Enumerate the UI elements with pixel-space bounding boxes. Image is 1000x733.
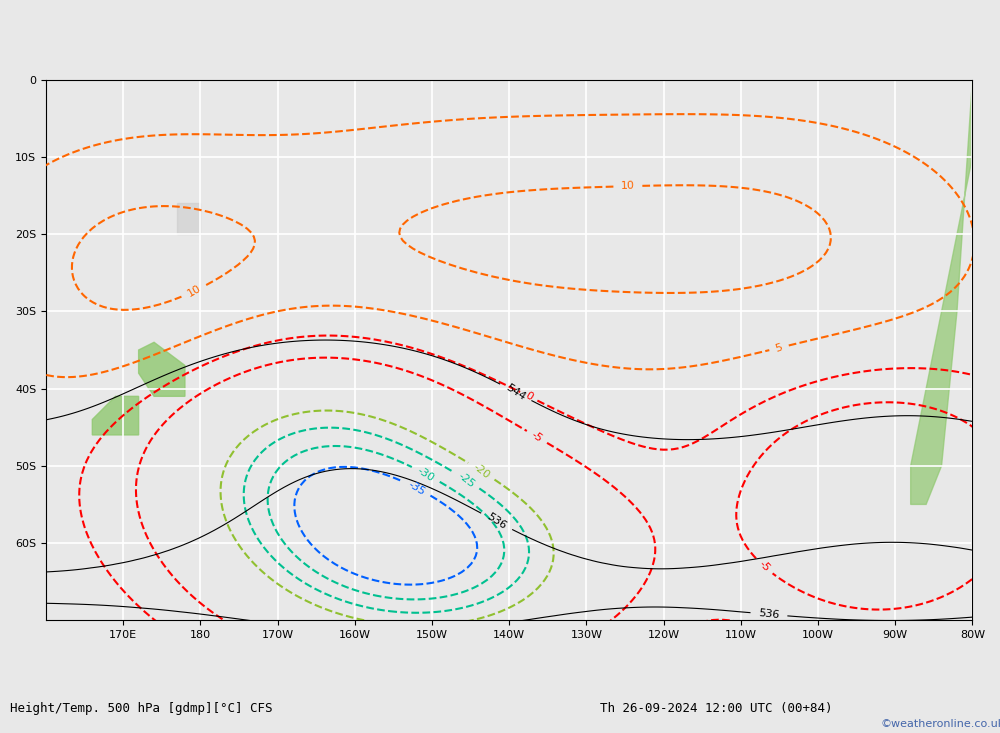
Text: -5: -5 <box>757 559 771 573</box>
Text: -35: -35 <box>406 479 427 497</box>
Text: 10: 10 <box>621 181 635 191</box>
Text: 10: 10 <box>185 283 203 299</box>
Text: 544: 544 <box>504 383 527 402</box>
Text: 0: 0 <box>523 390 534 402</box>
Text: 536: 536 <box>758 608 780 620</box>
Text: 5: 5 <box>774 342 784 353</box>
Polygon shape <box>92 397 139 435</box>
Text: -5: -5 <box>530 430 544 444</box>
Polygon shape <box>177 203 200 235</box>
Text: -30: -30 <box>416 465 436 483</box>
Text: Height/Temp. 500 hPa [gdmp][°C] CFS: Height/Temp. 500 hPa [gdmp][°C] CFS <box>10 701 272 715</box>
Polygon shape <box>139 342 185 397</box>
Text: ©weatheronline.co.uk: ©weatheronline.co.uk <box>880 719 1000 729</box>
Polygon shape <box>911 80 972 504</box>
Text: Th 26-09-2024 12:00 UTC (00+84): Th 26-09-2024 12:00 UTC (00+84) <box>600 701 832 715</box>
Text: -25: -25 <box>456 471 477 490</box>
Text: 0: 0 <box>978 622 990 634</box>
Text: 0: 0 <box>766 626 776 638</box>
Text: -20: -20 <box>471 462 492 481</box>
Text: 536: 536 <box>485 512 508 531</box>
